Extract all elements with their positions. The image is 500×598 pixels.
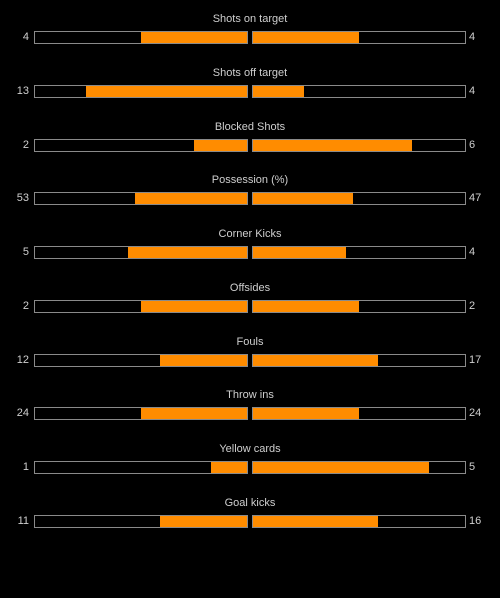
away-bar-fill: [253, 32, 359, 43]
home-value: 2: [22, 300, 29, 312]
home-bar-fill: [194, 140, 247, 151]
away-bar-fill: [253, 247, 346, 258]
stat-label: Fouls: [236, 336, 264, 348]
home-bar-track: [34, 246, 248, 259]
away-bar-track: [252, 246, 466, 259]
away-value: 4: [469, 246, 476, 258]
stat-row: Shots off target 13 4: [0, 66, 500, 106]
home-bar-track: [34, 407, 248, 420]
home-bar-track: [34, 354, 248, 367]
stat-row: Blocked Shots 2 6: [0, 120, 500, 160]
home-bar-fill: [128, 247, 247, 258]
home-value: 4: [22, 31, 29, 43]
home-bar-track: [34, 139, 248, 152]
away-bar-track: [252, 354, 466, 367]
away-value: 47: [469, 192, 482, 204]
home-bar-fill: [141, 408, 247, 419]
away-value: 5: [469, 461, 476, 473]
home-value: 11: [17, 515, 29, 527]
home-bar-track: [34, 515, 248, 528]
stat-row: Shots on target 4 4: [0, 12, 500, 52]
away-bar-track: [252, 139, 466, 152]
home-bar-fill: [160, 516, 247, 527]
stat-label: Throw ins: [226, 389, 274, 401]
stat-label: Yellow cards: [219, 443, 281, 455]
away-bar-track: [252, 192, 466, 205]
home-bar-fill: [141, 32, 247, 43]
stat-label: Offsides: [229, 282, 271, 294]
stat-bars: 53 47: [0, 192, 500, 205]
stat-row: Yellow cards 1 5: [0, 442, 500, 482]
away-bar-fill: [253, 408, 359, 419]
away-bar-fill: [253, 193, 353, 204]
stat-label: Possession (%): [211, 174, 289, 186]
away-bar-fill: [253, 301, 359, 312]
stat-row: Corner Kicks 5 4: [0, 227, 500, 267]
stat-row: Offsides 2 2: [0, 281, 500, 321]
home-bar-track: [34, 461, 248, 474]
home-bar-fill: [141, 301, 247, 312]
away-value: 17: [469, 354, 482, 366]
home-bar-track: [34, 192, 248, 205]
away-value: 2: [469, 300, 476, 312]
home-bar-track: [34, 300, 248, 313]
home-bar-fill: [135, 193, 247, 204]
stat-label: Shots off target: [212, 67, 288, 79]
stat-bars: 13 4: [0, 85, 500, 98]
home-bar-fill: [86, 86, 247, 97]
home-bar-fill: [160, 355, 247, 366]
away-value: 4: [469, 85, 476, 97]
away-bar-fill: [253, 355, 378, 366]
away-bar-track: [252, 407, 466, 420]
away-bar-fill: [253, 86, 304, 97]
stat-label: Goal kicks: [224, 497, 276, 509]
stat-row: Goal kicks 11 16: [0, 496, 500, 536]
away-value: 6: [469, 139, 476, 151]
away-value: 16: [469, 515, 482, 527]
home-value: 53: [16, 192, 29, 204]
stat-row: Possession (%) 53 47: [0, 173, 500, 213]
stat-label: Corner Kicks: [218, 228, 282, 240]
away-bar-fill: [253, 140, 412, 151]
away-bar-track: [252, 300, 466, 313]
away-bar-track: [252, 461, 466, 474]
stat-label: Blocked Shots: [214, 121, 286, 133]
home-value: 12: [16, 354, 29, 366]
stat-bars: 24 24: [0, 407, 500, 420]
away-value: 4: [469, 31, 476, 43]
away-bar-track: [252, 515, 466, 528]
home-bar-track: [34, 85, 248, 98]
stat-bars: 11 16: [0, 515, 500, 528]
stat-row: Throw ins 24 24: [0, 388, 500, 428]
stat-row: Fouls 12 17: [0, 335, 500, 375]
home-bar-track: [34, 31, 248, 44]
away-value: 24: [469, 407, 482, 419]
away-bar-fill: [253, 516, 378, 527]
home-value: 2: [22, 139, 29, 151]
away-bar-fill: [253, 462, 429, 473]
home-value: 24: [16, 407, 29, 419]
stat-bars: 12 17: [0, 354, 500, 367]
home-value: 5: [22, 246, 29, 258]
home-value: 1: [22, 461, 29, 473]
home-value: 13: [16, 85, 29, 97]
away-bar-track: [252, 31, 466, 44]
home-bar-fill: [211, 462, 247, 473]
stat-label: Shots on target: [212, 13, 288, 25]
away-bar-track: [252, 85, 466, 98]
